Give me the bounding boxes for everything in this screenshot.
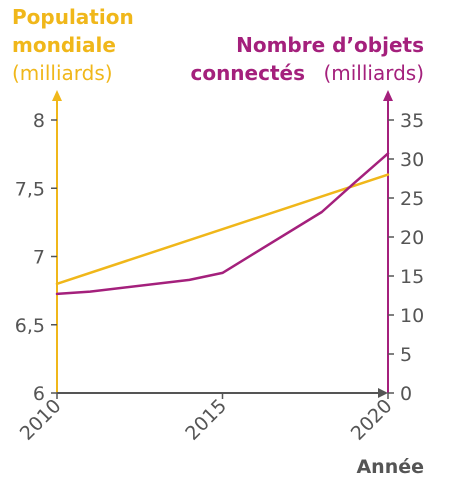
right-tick-label: 25 bbox=[400, 188, 424, 210]
right-tick-label: 0 bbox=[400, 383, 412, 405]
right-tick-label: 20 bbox=[400, 227, 424, 249]
right-tick-label: 30 bbox=[400, 149, 424, 171]
right-axis-arrow bbox=[383, 90, 393, 101]
x-axis-arrow bbox=[378, 388, 388, 398]
left-tick-label: 7 bbox=[33, 247, 45, 269]
left-tick-label: 7,5 bbox=[15, 178, 45, 200]
left-axis-arrow bbox=[52, 90, 62, 101]
right-tick-label: 35 bbox=[400, 110, 424, 132]
right-axis-title-line2: connectés bbox=[190, 61, 305, 85]
connected-objects-series-line bbox=[55, 152, 390, 296]
x-axis-label: Année bbox=[356, 456, 424, 478]
x-tick-label: 2020 bbox=[347, 395, 397, 445]
series-group bbox=[55, 152, 390, 296]
right-axis-title-line1: Nombre d’objets bbox=[236, 33, 424, 57]
x-tick-label: 2015 bbox=[181, 395, 231, 445]
axes-group bbox=[52, 90, 393, 398]
left-axis-title-line1: Population bbox=[12, 5, 134, 29]
left-tick-label: 6,5 bbox=[15, 315, 45, 337]
right-tick-label: 15 bbox=[400, 266, 424, 288]
right-axis-unit: (milliards) bbox=[323, 61, 424, 85]
right-tick-label: 10 bbox=[400, 305, 424, 327]
left-tick-label: 8 bbox=[33, 110, 45, 132]
left-axis-unit: (milliards) bbox=[12, 61, 113, 85]
left-axis-title-line2: mondiale bbox=[12, 33, 116, 57]
left-tick-label: 6 bbox=[33, 383, 45, 405]
right-tick-label: 5 bbox=[400, 344, 412, 366]
population-series-line bbox=[55, 173, 390, 286]
